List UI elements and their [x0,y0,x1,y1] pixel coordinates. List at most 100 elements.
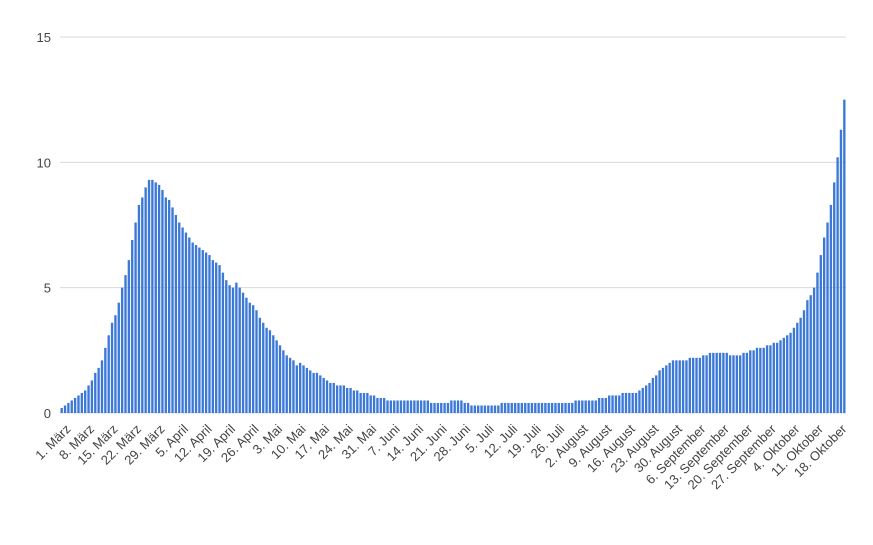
bar [272,335,275,413]
bar [268,330,272,413]
bar [120,287,124,413]
bar [201,250,204,413]
bar [675,360,678,413]
bar [275,340,278,413]
bar [554,402,557,413]
bar [661,367,665,413]
bar [722,352,725,413]
bar [695,357,698,413]
bar [413,400,416,413]
bar [749,350,752,413]
bar [191,242,194,413]
bar [574,400,577,413]
bar [608,395,611,413]
bar [335,385,339,413]
bar [762,347,765,413]
bar [366,392,369,413]
bar [167,199,171,413]
bar [628,392,631,413]
bar [349,387,352,413]
bar [251,305,255,413]
bar [789,332,792,413]
bar [154,182,157,413]
bar [503,402,507,413]
bar [372,395,376,413]
bar [94,372,97,413]
bar [809,295,812,413]
bar [544,402,547,413]
bar [356,390,359,413]
bar [584,400,587,413]
bar [530,402,534,413]
bar [329,382,332,413]
bar [315,372,319,413]
bar [493,405,497,413]
bar [691,357,695,413]
bar [60,407,63,413]
bar [446,402,450,413]
bar [759,347,762,413]
bar [80,392,84,413]
bar [816,272,819,413]
bar [510,402,513,413]
bar [745,352,749,413]
bar [641,387,644,413]
bar [359,392,362,413]
bar [524,402,527,413]
bar [178,222,181,413]
bar [369,395,372,413]
bar [779,340,782,413]
bar [702,355,705,413]
bar [564,402,567,413]
bar [490,405,493,413]
bar [416,400,419,413]
bar [332,382,335,413]
bar [621,392,624,413]
y-tick-label: 5 [44,281,51,296]
bar [70,400,73,413]
bar [728,355,732,413]
bar [520,402,524,413]
bar [63,405,67,413]
bar [352,390,356,413]
bar [218,265,221,413]
bar [396,400,399,413]
bar [215,262,218,413]
bar [560,402,564,413]
bar [483,405,487,413]
bar [812,287,816,413]
bar [517,402,520,413]
bar [228,285,231,413]
bar [829,204,833,413]
bar [104,347,107,413]
bar [322,377,325,413]
bar [423,400,426,413]
bar [90,380,94,413]
bar [477,405,480,413]
bar [668,362,671,413]
bar [594,400,597,413]
bar [453,400,456,413]
bar [399,400,403,413]
bar [581,400,584,413]
bar [443,402,446,413]
bar [393,400,396,413]
bar [826,222,829,413]
bar [769,345,772,413]
bar [436,402,440,413]
bar [77,395,80,413]
bar [386,400,389,413]
bar [802,310,806,413]
bar [362,392,366,413]
bar [819,255,822,413]
bar [131,240,134,413]
bar [527,402,530,413]
bar [480,405,483,413]
bar [685,360,688,413]
bar [124,275,127,413]
bar [534,402,537,413]
bar [147,179,151,413]
bar [87,385,90,413]
bar [708,352,712,413]
